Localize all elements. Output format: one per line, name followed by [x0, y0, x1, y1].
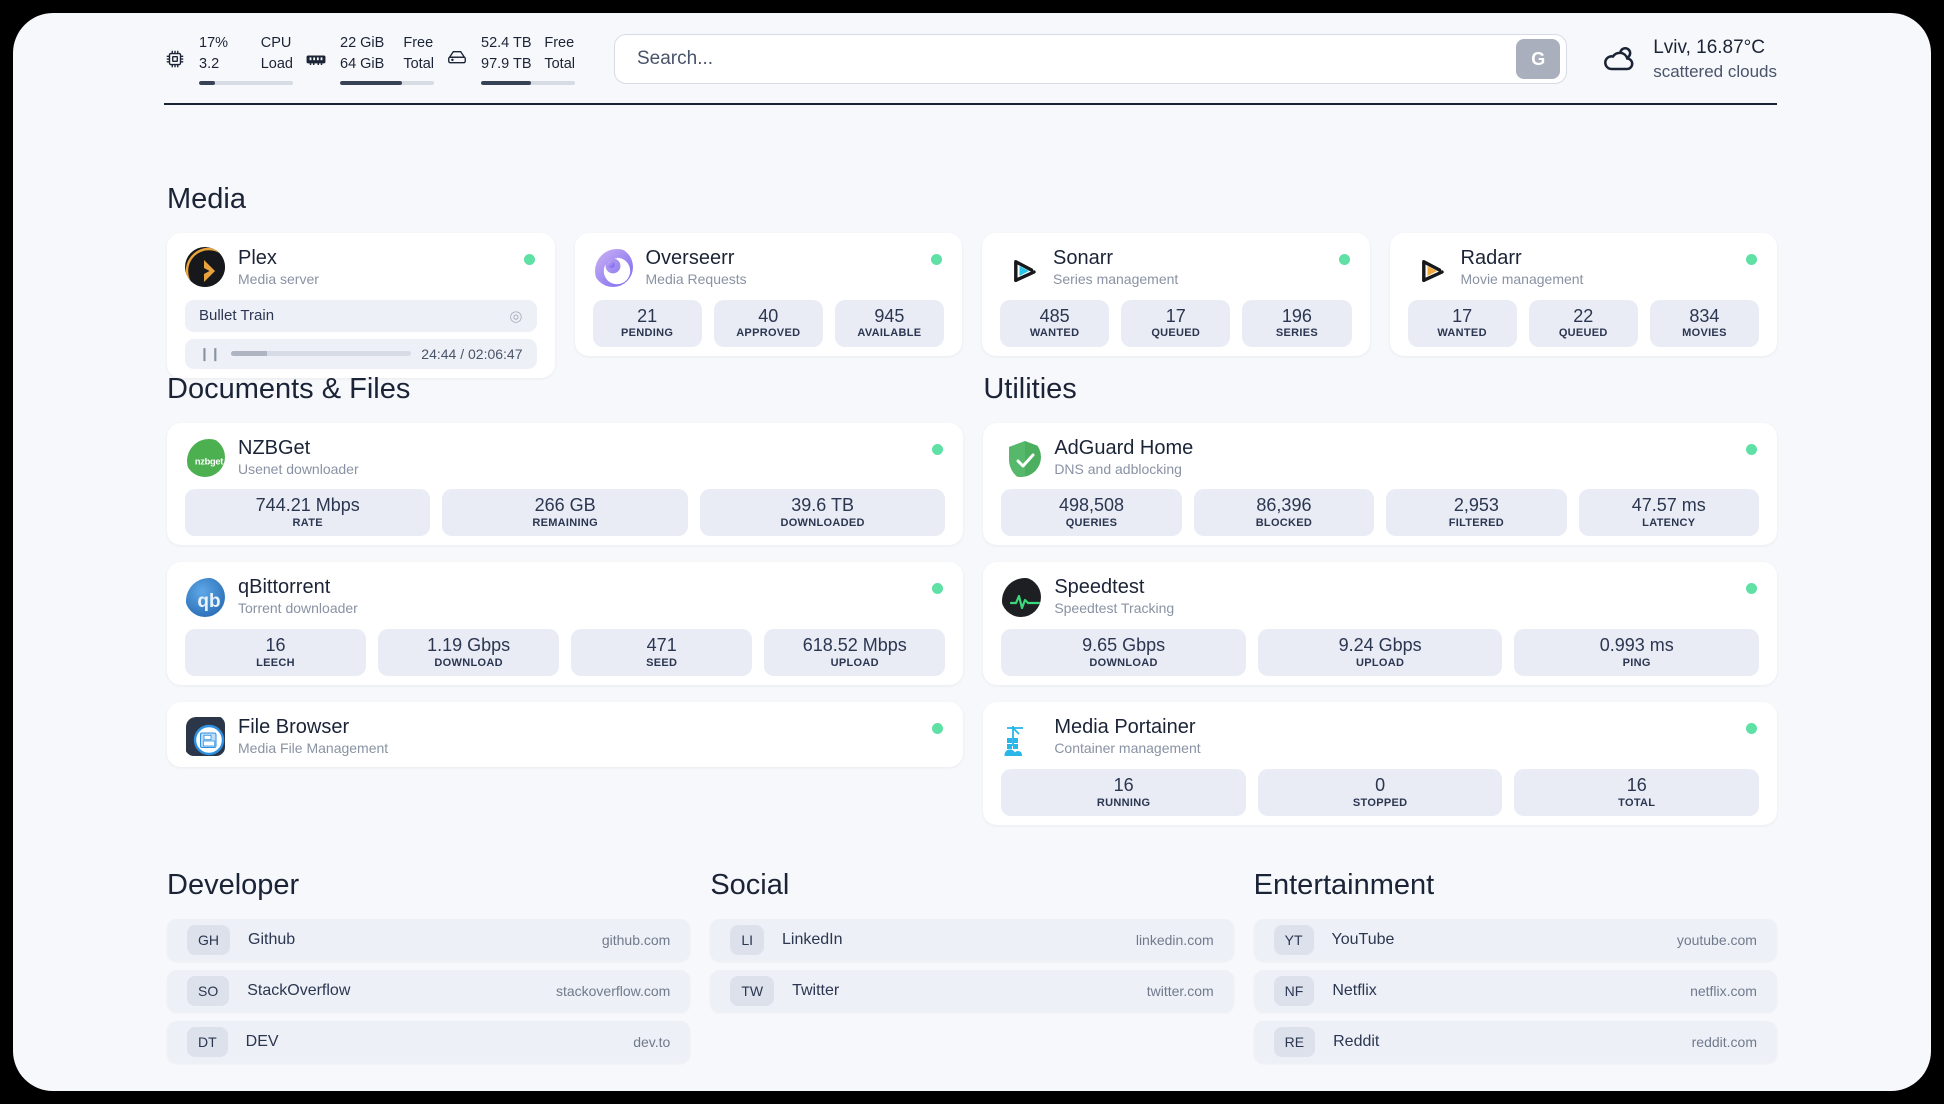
svg-text:nzbget: nzbget: [195, 456, 223, 466]
svg-text:qb: qb: [197, 591, 220, 612]
